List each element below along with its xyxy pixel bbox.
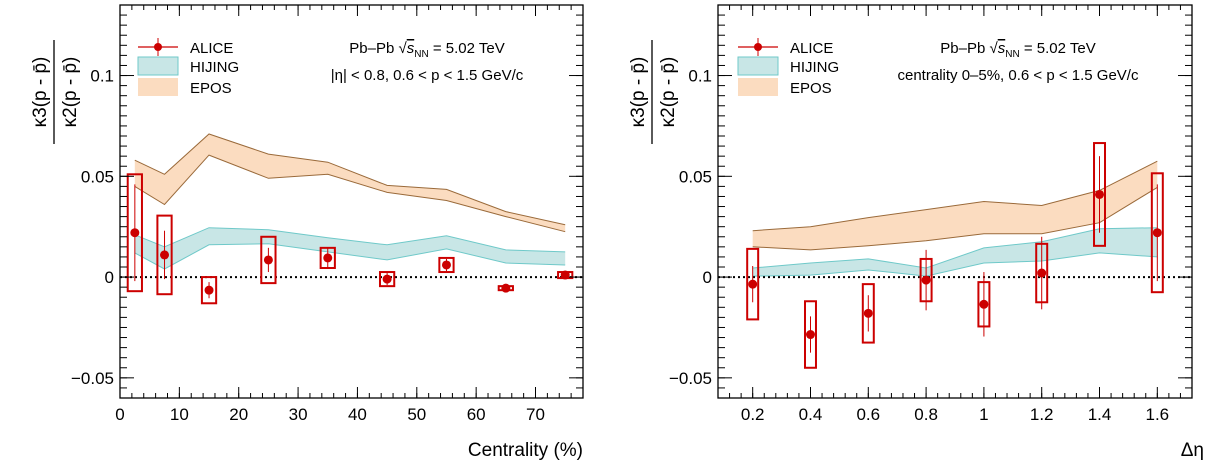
hijing-band — [134, 227, 566, 269]
alice-syst-box — [156, 214, 173, 296]
y-tick-label: 0 — [703, 268, 712, 287]
epos-band — [752, 161, 1158, 250]
alice-data-point — [805, 330, 815, 340]
legend: ALICE HIJING EPOS — [737, 38, 839, 97]
alice-syst-box — [861, 283, 875, 344]
alice-data-point — [560, 270, 570, 280]
y-axis-title-denominator: κ2(p - p̄) — [658, 57, 679, 128]
alice-syst-box — [1150, 172, 1164, 294]
legend-hijing-label: HIJING — [790, 59, 839, 76]
x-tick-label: 0.6 — [856, 405, 880, 424]
epos-band-upper-edge — [134, 133, 566, 226]
alice-data-point — [921, 275, 931, 285]
x-tick-label: 1.4 — [1088, 405, 1112, 424]
y-axis-title-numerator: κ3(p - p̄) — [628, 57, 649, 128]
alice-syst-box — [1093, 142, 1107, 247]
y-tick-label: 0.05 — [679, 167, 712, 186]
chart-panel-delta-eta: 0.2 0.4 0.6 0.8 1 1.2 1.4 1.6 −0.05 0 0.05 0.1 Δη κ3(… — [628, 4, 1204, 461]
epos-band-lower-edge — [134, 154, 566, 233]
x-tick-label: 70 — [526, 405, 545, 424]
y-tick-label: 0.05 — [81, 167, 114, 186]
x-tick-label: 30 — [289, 405, 308, 424]
x-tick-label: 50 — [407, 405, 426, 424]
plot-frame — [119, 4, 584, 399]
annotation-system-energy: Pb–Pb √sNN = 5.02 TeV√s_NN = 5.02 TeV — [349, 40, 504, 60]
hijing-band-upper-edge — [752, 227, 1158, 269]
legend-epos-label: EPOS — [790, 80, 832, 97]
alice-data-point — [1037, 268, 1047, 278]
plot-frame — [717, 4, 1193, 399]
alice-data-point — [1152, 228, 1162, 238]
y-axis-title: κ3(p - p̄) κ2(p - p̄) — [30, 40, 81, 144]
legend-hijing-swatch — [137, 56, 179, 76]
alice-data-point — [323, 253, 333, 263]
alice-syst-box — [260, 235, 277, 285]
x-tick-label: 10 — [170, 405, 189, 424]
epos-band-upper-edge — [752, 160, 1158, 232]
epos-band-lower-edge — [752, 186, 1158, 251]
x-tick-label: 20 — [229, 405, 248, 424]
annotation-cuts: centrality 0–5%, 0.6 < p < 1.5 GeV/c — [898, 67, 1139, 84]
x-tick-label: 1.2 — [1030, 405, 1054, 424]
hijing-band-lower-edge — [752, 252, 1158, 277]
y-tick-label: 0.1 — [90, 67, 114, 86]
alice-data-point — [263, 255, 273, 265]
epos-band — [134, 134, 566, 232]
x-tick-label: 1.6 — [1145, 405, 1169, 424]
legend-epos-label: EPOS — [190, 80, 232, 97]
alice-syst-box — [803, 300, 817, 369]
y-tick-label: 0.1 — [688, 67, 712, 86]
y-tick-label: 0 — [105, 268, 114, 287]
alice-data-point — [748, 279, 758, 289]
y-axis-title: κ3(p - p̄) κ2(p - p̄) — [628, 40, 679, 144]
annotation-system-energy: Pb–Pb √sNN = 5.02 TeV√s_NN = 5.02 TeV — [940, 40, 1095, 60]
x-tick-label: 0.4 — [799, 405, 823, 424]
hijing-band-upper-edge — [134, 227, 566, 253]
alice-data-point — [382, 274, 392, 284]
annotation-cuts: |η| < 0.8, 0.6 < p < 1.5 GeV/c — [331, 67, 524, 84]
alice-syst-box — [378, 271, 396, 288]
legend-epos-swatch — [138, 78, 178, 96]
x-tick-label: 1 — [979, 405, 988, 424]
x-tick-label: 0 — [115, 405, 124, 424]
legend-alice-marker — [154, 43, 162, 51]
alice-syst-box — [126, 173, 143, 293]
alice-data-point — [130, 228, 140, 238]
alice-syst-box — [746, 247, 760, 321]
x-tick-label: 60 — [467, 405, 486, 424]
legend-alice-label: ALICE — [790, 40, 833, 57]
alice-data-point — [441, 260, 451, 270]
alice-syst-box — [438, 256, 455, 274]
y-axis-title-numerator: κ3(p - p̄) — [30, 57, 51, 128]
alice-data-point — [160, 250, 170, 260]
x-tick-label: 40 — [348, 405, 367, 424]
legend: ALICE HIJING EPOS — [137, 38, 239, 97]
x-tick-label: 0.2 — [741, 405, 765, 424]
alice-syst-box — [200, 276, 218, 305]
legend-hijing-label: HIJING — [190, 59, 239, 76]
y-axis-title-denominator: κ2(p - p̄) — [60, 57, 81, 128]
hijing-band — [752, 227, 1158, 277]
x-axis-title: Δη — [1181, 440, 1204, 461]
alice-data-point — [863, 308, 873, 318]
alice-data-point — [204, 285, 214, 295]
x-tick-label: 0.8 — [914, 405, 938, 424]
y-tick-label: −0.05 — [71, 369, 114, 388]
legend-hijing-swatch — [737, 56, 779, 76]
alice-data-point — [501, 283, 511, 293]
x-axis-title: Centrality (%) — [468, 440, 583, 461]
legend-alice-marker — [754, 43, 762, 51]
legend-alice-label: ALICE — [190, 40, 233, 57]
alice-data-point — [1095, 189, 1105, 199]
y-tick-label: −0.05 — [669, 369, 712, 388]
legend-epos-swatch — [738, 78, 778, 96]
alice-data-point — [979, 299, 989, 309]
